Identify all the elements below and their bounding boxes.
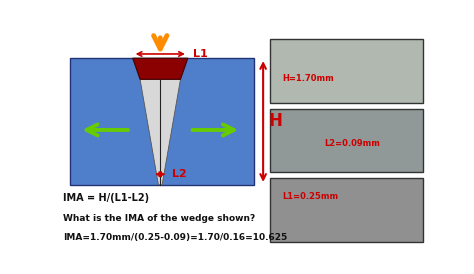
Text: L2: L2 bbox=[172, 169, 187, 179]
Polygon shape bbox=[133, 58, 188, 79]
Polygon shape bbox=[140, 79, 181, 185]
Text: H=1.70mm: H=1.70mm bbox=[283, 74, 335, 83]
Bar bbox=[70, 58, 254, 185]
Text: L1: L1 bbox=[193, 49, 208, 59]
Bar bbox=[271, 39, 423, 102]
Text: IMA=1.70mm/(0.25-0.09)=1.70/0.16=10.625: IMA=1.70mm/(0.25-0.09)=1.70/0.16=10.625 bbox=[63, 233, 287, 242]
Text: H: H bbox=[269, 113, 283, 130]
Text: L1=0.25mm: L1=0.25mm bbox=[283, 192, 339, 201]
Text: What is the IMA of the wedge shown?: What is the IMA of the wedge shown? bbox=[63, 214, 255, 223]
Text: L2=0.09mm: L2=0.09mm bbox=[324, 139, 380, 148]
Bar bbox=[271, 178, 423, 242]
Text: IMA = H/(L1-L2): IMA = H/(L1-L2) bbox=[63, 193, 149, 203]
Bar bbox=[271, 109, 423, 172]
